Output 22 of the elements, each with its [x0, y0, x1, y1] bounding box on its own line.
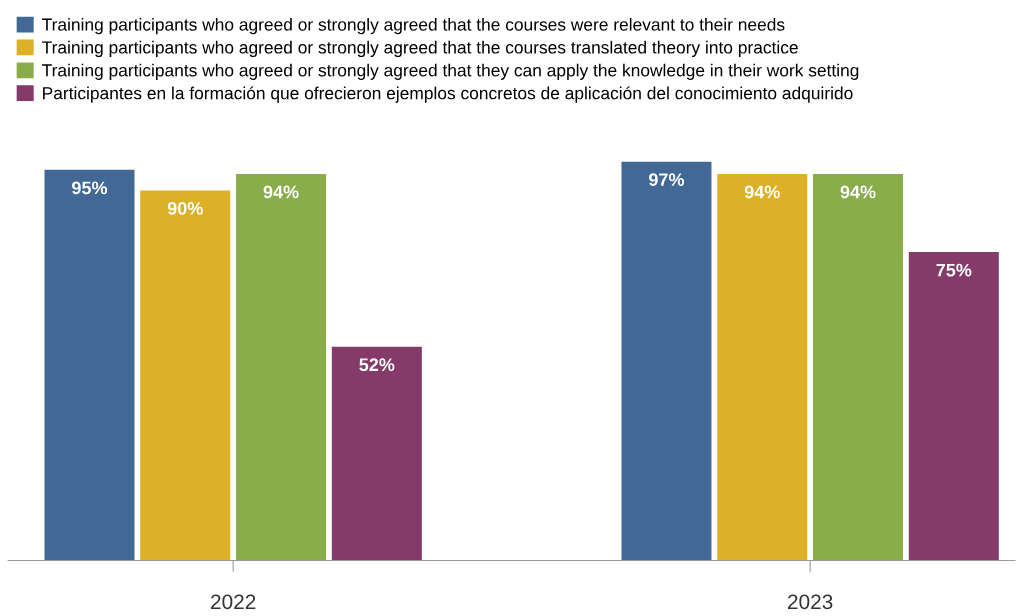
data-label: 94%	[840, 185, 876, 199]
bar	[908, 252, 999, 561]
x-tick-label: 2023	[788, 594, 833, 610]
bar	[813, 173, 904, 561]
bar	[44, 169, 135, 561]
data-label: 95%	[72, 181, 108, 195]
data-label: 94%	[263, 185, 299, 199]
x-tick-label: 2022	[211, 594, 256, 610]
data-label: 75%	[936, 263, 972, 277]
data-label: 90%	[167, 202, 203, 215]
legend-label: Training participants who agreed or strongly agreed that they can apply the knowledge in their work setting	[42, 63, 859, 80]
legend-label: Training participants who agreed or strongly agreed that the courses translated theory into practice	[42, 40, 798, 58]
data-label: 94%	[744, 185, 780, 199]
bar	[140, 190, 231, 561]
legend-label: Training participants who agreed or strongly agreed that the courses were relevant to their needs	[42, 17, 785, 35]
bar	[331, 346, 422, 561]
legend-label: Participantes en la formación que ofrecieron ejemplos concretos de aplicación del conocimiento adquirido	[43, 86, 853, 103]
data-label: 97%	[649, 173, 685, 186]
data-label: 52%	[359, 358, 395, 372]
bar	[717, 173, 808, 561]
bar	[621, 161, 712, 561]
bar	[236, 173, 327, 561]
